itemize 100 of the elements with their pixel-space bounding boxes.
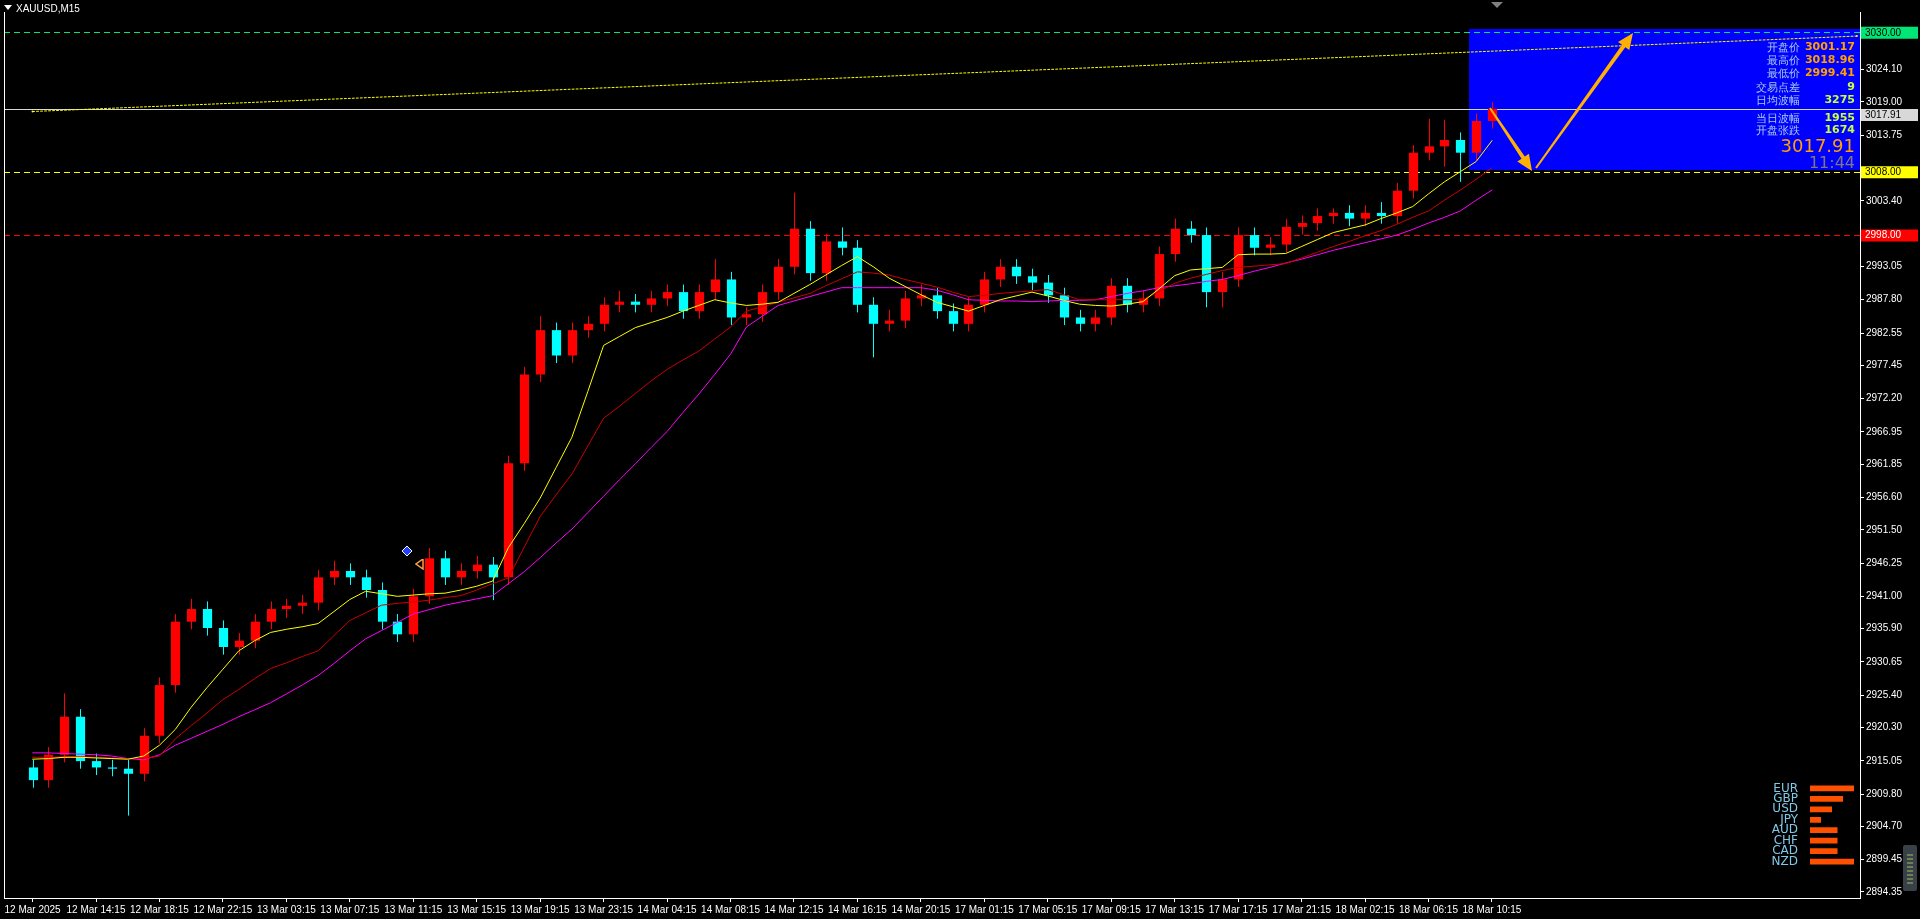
candlestick (646, 290, 657, 313)
candlestick (250, 613, 261, 649)
candlestick (599, 296, 610, 332)
y-tick-label: 2987.80 (1866, 293, 1903, 305)
bar (1810, 806, 1832, 813)
x-tick-label: 17 Mar 17:15 (1208, 903, 1269, 915)
y-tick-label: 3019.00 (1866, 95, 1903, 107)
annotation: 2999.41 (1804, 66, 1855, 80)
x-tick-label: 17 Mar 05:15 (1018, 903, 1078, 915)
y-tick-label: 2941.00 (1866, 590, 1903, 602)
x-tick-label: 17 Mar 09:15 (1081, 903, 1142, 915)
candlestick (710, 258, 721, 301)
candlestick (234, 632, 245, 656)
candlestick (932, 287, 943, 320)
candlestick (1011, 258, 1022, 285)
annotation: 最高价 (1767, 53, 1800, 68)
y-tick-label: 2899.45 (1866, 853, 1903, 865)
candlestick (1312, 207, 1323, 232)
y-tick-label: 2904.70 (1866, 820, 1903, 832)
y-tick-label: 2935.90 (1866, 622, 1903, 634)
x-tick-label: 14 Mar 04:15 (637, 903, 697, 915)
y-tick-label: NZD (1771, 853, 1798, 868)
candlestick (345, 562, 356, 586)
candlestick (1281, 218, 1292, 253)
ref-line-label: 3017.91 (1865, 108, 1902, 120)
y-tick-label: 2993.05 (1866, 260, 1903, 272)
x-tick-label: 14 Mar 08:15 (701, 903, 761, 915)
x-tick-label: 17 Mar 01:15 (954, 903, 1015, 915)
candlestick (662, 284, 673, 307)
annotation: 1955 (1824, 111, 1855, 124)
y-tick-label: 2930.65 (1866, 655, 1903, 667)
x-tick-label: 14 Mar 16:15 (827, 903, 888, 915)
annotation: 最低价 (1767, 66, 1800, 82)
y-tick-label: 2972.20 (1866, 392, 1903, 404)
candlestick (583, 315, 594, 339)
candlestick (266, 600, 277, 630)
candlestick (1439, 119, 1450, 168)
candlestick (123, 759, 134, 817)
x-tick-label: 13 Mar 07:15 (320, 903, 380, 915)
candlestick (868, 296, 879, 358)
x-tick-label: 18 Mar 06:15 (1399, 903, 1459, 915)
x-tick-label: 14 Mar 12:15 (764, 903, 824, 915)
candlestick (1297, 214, 1308, 235)
x-tick-label: 18 Mar 02:15 (1335, 903, 1395, 915)
y-tick-label: 2966.95 (1866, 425, 1903, 437)
y-tick-label: 2894.35 (1866, 885, 1903, 897)
candlestick (1344, 204, 1355, 227)
bar (1810, 837, 1838, 844)
candlestick (361, 569, 372, 599)
bar (1810, 848, 1838, 854)
x-tick-label: 13 Mar 03:15 (256, 903, 317, 915)
candlestick (1217, 271, 1228, 308)
candlestick (1090, 309, 1101, 332)
candlestick (202, 600, 213, 637)
x-tick-label: 17 Mar 13:15 (1145, 903, 1205, 915)
x-tick-label: 12 Mar 22:15 (193, 903, 253, 915)
candlestick (329, 560, 340, 586)
y-tick-label: GBP (1773, 791, 1798, 805)
candlestick (28, 759, 39, 789)
y-tick-label: 3003.40 (1866, 194, 1903, 206)
candlestick (1360, 204, 1371, 227)
x-tick-label: 17 Mar 21:15 (1272, 903, 1332, 915)
y-tick-label: 2977.45 (1866, 359, 1903, 371)
candlestick (91, 753, 102, 776)
candlestick (1376, 201, 1387, 225)
annotation: 当日波幅 (1756, 111, 1800, 125)
candlestick (1027, 268, 1038, 291)
candlestick (694, 284, 705, 320)
x-tick-label: 12 Mar 2025 (4, 903, 62, 915)
y-tick-label: 2982.55 (1866, 326, 1903, 338)
candlestick (678, 284, 689, 320)
candlestick (1075, 309, 1086, 332)
x-tick-label: 13 Mar 15:15 (447, 903, 507, 915)
x-tick-label: 14 Mar 20:15 (891, 903, 951, 915)
candlestick (1249, 226, 1260, 256)
candlestick (1455, 131, 1466, 183)
x-tick-label: 12 Mar 18:15 (129, 903, 190, 915)
x-tick-label: 18 Mar 10:15 (1462, 903, 1522, 915)
y-tick-label: 2925.40 (1866, 688, 1903, 700)
candlestick (186, 598, 197, 630)
annotation: 交易点差 (1756, 79, 1800, 95)
chart-title: XAUUSD,M15 (16, 3, 80, 14)
candlestick (995, 258, 1006, 288)
x-tick-label: 13 Mar 23:15 (574, 903, 634, 915)
bar (1810, 796, 1843, 802)
ref-line-label: 2998.00 (1865, 229, 1902, 241)
annotation: 1674 (1824, 123, 1855, 136)
annotation: 开盘价 (1767, 40, 1800, 55)
candlestick (614, 290, 625, 313)
y-tick-label: 2909.80 (1866, 787, 1903, 799)
candlestick (900, 290, 911, 329)
y-tick-label: 2956.60 (1866, 491, 1903, 503)
y-tick-label: 2920.30 (1866, 721, 1903, 733)
candlestick (884, 309, 895, 332)
candlestick (456, 562, 467, 586)
annotation: 开盘张跌 (1756, 124, 1800, 138)
ref-line-label: 3030.00 (1865, 26, 1902, 38)
ref-line-label: 3008.00 (1865, 165, 1902, 177)
annotation: 3275 (1824, 92, 1855, 106)
candlestick (1424, 118, 1435, 161)
